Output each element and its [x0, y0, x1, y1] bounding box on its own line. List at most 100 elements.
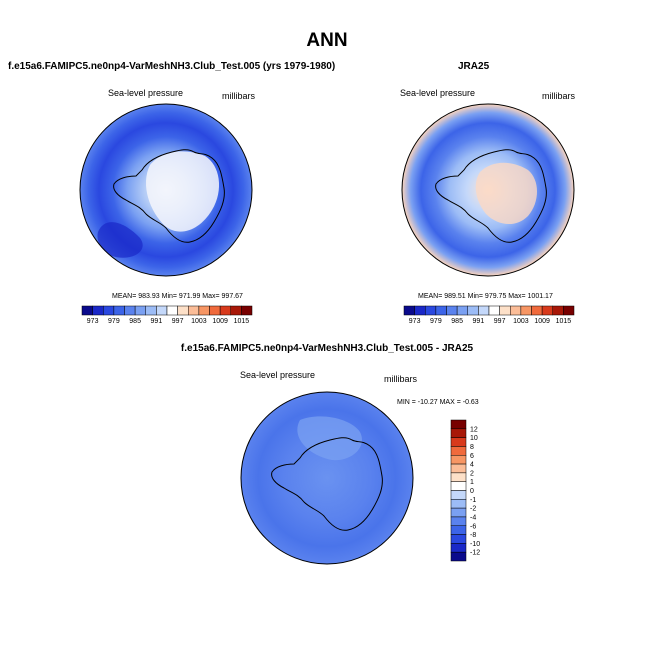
diff-colorbar-label: -12: [470, 550, 480, 557]
ref-colorbar: 973 979 985 991 997 1003 1009 1015: [403, 305, 575, 325]
diff-colorbar-label: 1: [470, 479, 474, 486]
diff-colorbar-cell: [450, 499, 467, 509]
test-colorbar-label: 979: [108, 318, 120, 325]
ref-colorbar-label: 973: [409, 318, 421, 325]
test-colorbar-label: 973: [87, 318, 99, 325]
ref-colorbar-cell: [414, 305, 426, 316]
diff-units-label: millibars: [384, 374, 418, 384]
test-colorbar-cell: [134, 305, 146, 316]
diff-colorbar-cell: [450, 446, 467, 456]
test-colorbar-cell: [124, 305, 136, 316]
test-colorbar-label: 997: [172, 318, 184, 325]
test-low-pressure-region: [97, 222, 143, 258]
diff-colorbar-cell: [450, 507, 467, 518]
diff-colorbar-label: 10: [470, 435, 478, 442]
test-colorbar-cell: [198, 305, 210, 316]
test-colorbar-cell: [177, 305, 189, 316]
diff-antarctica-coastline: [271, 437, 383, 531]
diff-colorbar-cell: [450, 428, 467, 438]
test-colorbar-cell: [81, 305, 93, 316]
ref-field-label: Sea-level pressure: [400, 88, 476, 98]
ref-stats: MEAN= 989.51 Min= 979.75 Max= 1001.17: [418, 293, 553, 300]
diff-map-border: [240, 391, 414, 565]
test-colorbar-cell: [230, 305, 242, 316]
diff-colorbar-cell: [450, 463, 467, 474]
ref-colorbar-cell: [425, 305, 437, 316]
ref-colorbar-cell: [531, 305, 543, 316]
main-title: ANN: [306, 30, 348, 51]
test-colorbar-cell: [103, 305, 115, 316]
ref-colorbar-label: 985: [451, 318, 463, 325]
test-map-border: [79, 103, 253, 277]
ref-colorbar-cell: [563, 305, 575, 316]
ref-colorbar-label: 1009: [534, 318, 550, 325]
test-units-label: millibars: [222, 91, 256, 101]
ref-colorbar-label: 1015: [556, 318, 572, 325]
ref-colorbar-cell: [456, 305, 468, 316]
ref-colorbar-label: 997: [494, 318, 506, 325]
diff-colorbar-label: -4: [470, 514, 476, 521]
diff-colorbar-cell: [450, 490, 467, 500]
ref-colorbar-label: 979: [430, 318, 442, 325]
ref-colorbar-cell: [435, 305, 447, 316]
ref-units-label: millibars: [542, 91, 576, 101]
diff-colorbar-cell: [450, 455, 467, 465]
ref-colorbar-cell: [520, 305, 532, 316]
ref-high-pressure-region: [475, 162, 537, 225]
diff-colorbar-label: 2: [470, 470, 474, 477]
test-colorbar-label: 1015: [234, 318, 250, 325]
test-colorbar-cell: [188, 305, 200, 316]
test-colorbar-cell: [209, 305, 221, 316]
diff-colorbar-label: -8: [470, 532, 476, 539]
diff-colorbar-cell: [450, 543, 467, 553]
test-colorbar-label: 1003: [191, 318, 207, 325]
diff-colorbar-label: 8: [470, 444, 474, 451]
test-colorbar-label: 1009: [212, 318, 228, 325]
test-high-pressure-region: [145, 151, 220, 232]
diff-colorbar-cell: [450, 516, 467, 526]
diff-colorbar-cell: [450, 481, 467, 491]
test-antarctica-coastline: [113, 149, 225, 243]
ref-colorbar-cell: [403, 305, 415, 316]
test-field-label: Sea-level pressure: [108, 88, 184, 98]
diff-colorbar-cell: [450, 472, 467, 482]
diff-map: [240, 391, 414, 565]
diff-colorbar-cell: [450, 437, 467, 447]
ref-colorbar-cell: [552, 305, 564, 316]
ref-colorbar-label: 991: [473, 318, 485, 325]
diff-colorbar-cell: [450, 419, 467, 430]
diff-colorbar-label: -1: [470, 497, 476, 504]
test-map: [79, 103, 253, 277]
ref-colorbar-label: 1003: [513, 318, 529, 325]
ref-panel-title: JRA25: [458, 61, 490, 72]
ref-map-border: [401, 103, 575, 277]
diff-field-label: Sea-level pressure: [240, 370, 316, 380]
diff-colorbar-cell: [450, 534, 467, 544]
ref-colorbar-cell: [446, 305, 458, 316]
ref-colorbar-cell: [499, 305, 511, 316]
diff-colorbar-label: -10: [470, 541, 480, 548]
diff-colorbar-label: -6: [470, 523, 476, 530]
diff-colorbar-cell: [450, 525, 467, 535]
ref-colorbar-cell: [541, 305, 553, 316]
diff-colorbar-label: -2: [470, 506, 476, 513]
test-panel-title: f.e15a6.FAMIPC5.ne0np4-VarMeshNH3.Club_T…: [8, 61, 336, 72]
ref-colorbar-cell: [467, 305, 479, 316]
diff-colorbar-label: 12: [470, 426, 478, 433]
test-stats: MEAN= 983.93 Min= 971.99 Max= 997.67: [112, 293, 243, 300]
diff-weak-bias-region: [297, 416, 362, 461]
test-colorbar-label: 985: [129, 318, 141, 325]
test-colorbar-cell: [156, 305, 168, 316]
test-colorbar-label: 991: [151, 318, 163, 325]
diff-stats: MIN = -10.27 MAX = -0.63: [397, 399, 479, 406]
diff-colorbar-label: 4: [470, 462, 474, 469]
ref-colorbar-cell: [478, 305, 490, 316]
diff-colorbar-cell: [450, 551, 467, 562]
ref-colorbar-cell: [488, 305, 500, 316]
test-colorbar: 973 979 985 991 997 1003 1009 1015: [81, 305, 253, 325]
ref-antarctica-coastline: [435, 149, 547, 243]
diff-colorbar-label: 6: [470, 453, 474, 460]
diff-colorbar-label: 0: [470, 488, 474, 495]
test-colorbar-cell: [92, 305, 104, 316]
